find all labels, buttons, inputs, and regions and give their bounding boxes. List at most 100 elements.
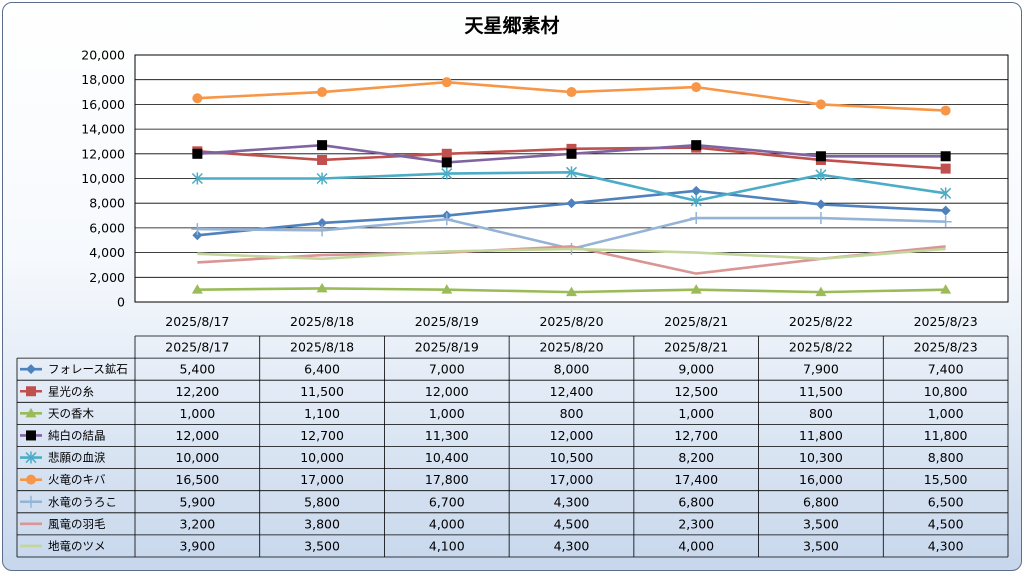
series-line xyxy=(197,247,946,261)
table-cell: 1,000 xyxy=(429,406,465,421)
legend-label: 水竜のうろこ xyxy=(48,495,117,509)
table-cell: 4,300 xyxy=(554,538,590,553)
data-point xyxy=(815,151,826,162)
table-cell: 16,000 xyxy=(799,472,843,487)
data-point xyxy=(940,163,951,174)
legend-label: 天の香木 xyxy=(48,406,94,420)
table-header-cell: 2025/8/17 xyxy=(165,340,229,355)
legend-label: 地竜のツメ xyxy=(48,539,106,553)
series-layer xyxy=(191,77,952,297)
table-cell: 12,000 xyxy=(425,384,469,399)
x-tick-label: 2025/8/19 xyxy=(415,314,479,329)
table-header-cell: 2025/8/19 xyxy=(415,340,479,355)
data-point xyxy=(691,82,702,93)
table-cell: 8,000 xyxy=(554,362,590,377)
legend-label: フォレース鉱石 xyxy=(48,362,128,376)
table-cell: 4,100 xyxy=(429,538,465,553)
table-cell: 4,300 xyxy=(928,538,964,553)
data-point xyxy=(26,386,36,397)
data-point xyxy=(940,105,951,116)
x-tick-label: 2025/8/18 xyxy=(290,314,354,329)
legend-label: 悲願の血涙 xyxy=(48,451,106,465)
data-point xyxy=(815,199,826,210)
data-point xyxy=(691,140,702,151)
table-header-cell: 2025/8/22 xyxy=(789,340,853,355)
table-cell: 11,500 xyxy=(300,384,344,399)
table-cell: 17,400 xyxy=(674,472,718,487)
y-tick-label: 4,000 xyxy=(89,245,125,260)
table-cell: 9,000 xyxy=(678,362,714,377)
table-cell: 8,200 xyxy=(678,450,714,465)
legend-label: 風竜の羽毛 xyxy=(48,517,106,531)
table-cell: 7,900 xyxy=(803,362,839,377)
table-cell: 12,400 xyxy=(550,384,594,399)
table-cell: 12,700 xyxy=(300,428,344,443)
series-5 xyxy=(191,166,952,207)
data-point xyxy=(441,284,453,294)
data-point xyxy=(25,451,37,464)
table-cell: 800 xyxy=(809,406,833,421)
x-tick-label: 2025/8/17 xyxy=(165,314,229,329)
data-point xyxy=(317,140,328,151)
table-cell: 1,000 xyxy=(678,406,714,421)
series-6 xyxy=(192,77,951,116)
data-point xyxy=(191,284,203,294)
table-cell: 4,500 xyxy=(928,516,964,531)
data-point xyxy=(440,213,453,226)
table-cell: 6,700 xyxy=(429,494,465,509)
data-point xyxy=(25,407,37,418)
table-cell: 17,000 xyxy=(550,472,594,487)
x-tick-label: 2025/8/23 xyxy=(914,314,978,329)
table-cell: 17,800 xyxy=(425,472,469,487)
x-tick-label: 2025/8/20 xyxy=(539,314,603,329)
table-cell: 5,800 xyxy=(304,494,340,509)
data-point xyxy=(316,224,329,237)
data-point xyxy=(26,364,36,375)
data-point xyxy=(441,148,452,159)
data-point xyxy=(441,77,452,88)
table-cell: 10,000 xyxy=(175,450,219,465)
table-cell: 2,300 xyxy=(678,516,714,531)
x-tick-label: 2025/8/22 xyxy=(789,314,853,329)
table-cell: 3,800 xyxy=(304,516,340,531)
table-cell: 17,000 xyxy=(300,472,344,487)
legend-label: 純白の結晶 xyxy=(48,428,106,442)
table-cell: 5,900 xyxy=(179,494,215,509)
data-point xyxy=(441,157,452,168)
data-point xyxy=(939,215,952,228)
y-tick-label: 2,000 xyxy=(89,270,125,285)
table-cell: 10,500 xyxy=(550,450,594,465)
table-cell: 11,300 xyxy=(425,428,469,443)
table-cell: 12,000 xyxy=(175,428,219,443)
y-tick-label: 18,000 xyxy=(81,72,125,87)
table-cell: 4,300 xyxy=(554,494,590,509)
table-cell: 10,800 xyxy=(924,384,968,399)
data-point xyxy=(691,185,702,196)
legend-label: 星光の糸 xyxy=(48,384,94,398)
data-point xyxy=(940,284,952,294)
y-tick-label: 16,000 xyxy=(81,97,125,112)
data-point xyxy=(192,93,203,104)
data-point xyxy=(191,223,204,236)
table-cell: 8,800 xyxy=(928,450,964,465)
table-cell: 10,400 xyxy=(425,450,469,465)
data-point xyxy=(26,430,36,441)
table-cell: 3,500 xyxy=(803,538,839,553)
data-point xyxy=(566,198,577,209)
table-cell: 11,800 xyxy=(924,428,968,443)
data-point xyxy=(191,172,203,185)
data-point xyxy=(192,148,203,159)
data-point xyxy=(25,495,37,508)
table-cell: 5,400 xyxy=(179,362,215,377)
data-point xyxy=(940,151,951,162)
table-cell: 6,800 xyxy=(803,494,839,509)
table-header-cell: 2025/8/23 xyxy=(914,340,978,355)
table-cell: 6,400 xyxy=(304,362,340,377)
data-point xyxy=(316,172,328,185)
y-tick-label: 20,000 xyxy=(81,48,125,63)
table-cell: 3,900 xyxy=(179,538,215,553)
table-cell: 4,000 xyxy=(678,538,714,553)
series-4 xyxy=(192,140,951,168)
series-3 xyxy=(191,282,952,297)
